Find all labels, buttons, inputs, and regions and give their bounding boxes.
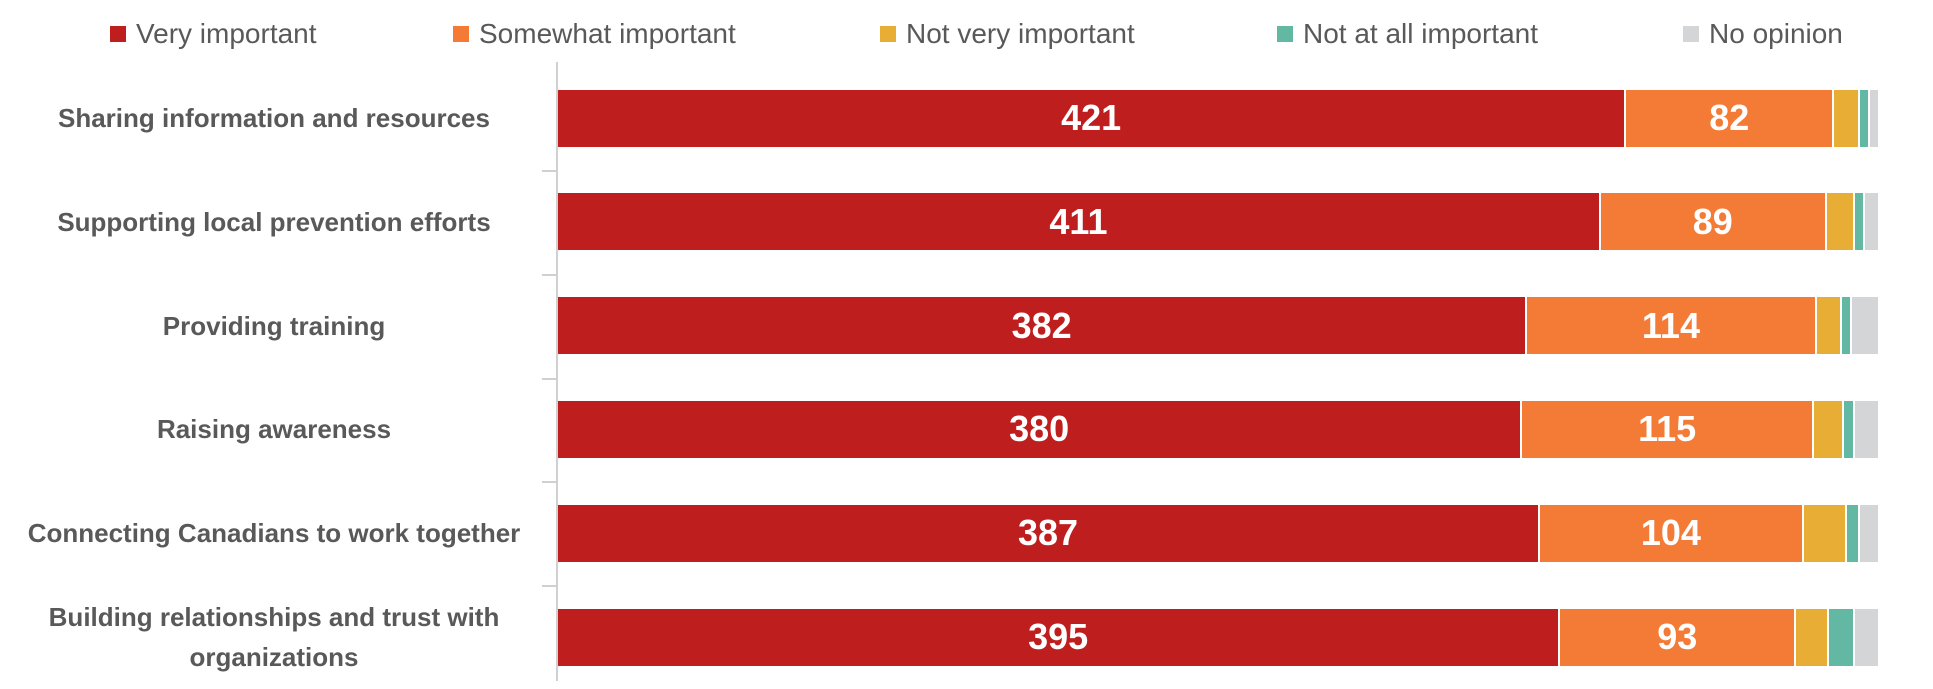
legend-item: No opinion (1683, 16, 1843, 52)
category-text: Building relationships and trust with or… (48, 601, 500, 672)
bar-segment: 114 (1527, 297, 1817, 355)
bar-segment (1844, 400, 1855, 458)
data-label: 387 (1017, 512, 1079, 554)
data-label: 114 (1641, 304, 1700, 346)
category-label: Providing training (0, 274, 524, 378)
bar-segment (1859, 89, 1870, 147)
data-label: 380 (1009, 408, 1070, 450)
legend-swatch (1277, 26, 1293, 42)
bar-segment (1814, 400, 1845, 458)
legend-label: Somewhat important (479, 18, 736, 49)
data-label: 89 (1692, 200, 1733, 242)
category-label: Sharing information and resources (0, 66, 524, 170)
legend-label: No opinion (1709, 18, 1843, 49)
bar-segment (1852, 297, 1880, 355)
data-label: 421 (1061, 97, 1122, 138)
bar-segment: 395 (558, 608, 1561, 666)
axis-tick (542, 585, 557, 588)
bar-segment (1826, 193, 1855, 251)
bar-segment (1869, 89, 1880, 147)
bar-segment (1847, 504, 1860, 562)
category-text: Raising awareness (156, 414, 392, 445)
bar-segment (1854, 608, 1880, 666)
bar-segment: 93 (1560, 608, 1797, 666)
legend-item: Somewhat important (453, 16, 736, 52)
category-text: Connecting Canadians to work together (27, 518, 521, 549)
bar-segment: 421 (558, 89, 1627, 147)
data-label: 82 (1709, 97, 1750, 138)
bar-segment: 387 (558, 504, 1540, 562)
bar-segment: 82 (1626, 89, 1835, 147)
bar-segment (1803, 504, 1847, 562)
legend-swatch (880, 26, 896, 42)
data-label: 115 (1638, 408, 1697, 450)
bar-segment: 89 (1600, 193, 1827, 251)
bar-segment (1854, 400, 1880, 458)
bar-segment (1841, 297, 1853, 355)
axis-tick (542, 273, 557, 276)
data-label: 411 (1049, 200, 1108, 242)
bar-segment: 380 (558, 400, 1523, 458)
bar-segment (1859, 504, 1880, 562)
category-label: Building relationships and trust with or… (0, 585, 524, 689)
axis-tick (542, 481, 557, 484)
legend-item: Very important (110, 16, 317, 52)
category-axis (556, 62, 558, 681)
bar-segment (1864, 193, 1880, 251)
category-label: Raising awareness (0, 378, 524, 482)
legend-label: Very important (136, 18, 317, 49)
legend-swatch (110, 26, 126, 42)
category-text: Supporting local prevention efforts (57, 206, 491, 237)
bar-segment: 411 (558, 193, 1601, 251)
bar-segment: 115 (1522, 400, 1815, 458)
bar-segment (1796, 608, 1830, 666)
category-label: Connecting Canadians to work together (0, 481, 524, 585)
axis-tick (542, 169, 557, 172)
legend-item: Not very important (880, 16, 1135, 52)
category-text: Sharing information and resources (58, 102, 490, 133)
bar-segment: 104 (1539, 504, 1804, 562)
data-label: 382 (1011, 304, 1072, 346)
axis-tick (542, 377, 557, 380)
data-label: 395 (1028, 616, 1089, 657)
legend-label: Not at all important (1303, 18, 1538, 49)
category-label: Supporting local prevention efforts (0, 170, 524, 274)
bar-segment (1854, 193, 1865, 251)
bar-segment (1829, 608, 1855, 666)
bar-segment: 382 (558, 297, 1528, 355)
legend-swatch (1683, 26, 1699, 42)
legend-label: Not very important (906, 18, 1135, 49)
legend-swatch (453, 26, 469, 42)
legend-item: Not at all important (1277, 16, 1538, 52)
data-label: 104 (1640, 512, 1701, 554)
bar-segment (1816, 297, 1842, 355)
category-text: Providing training (162, 310, 386, 341)
data-label: 93 (1657, 616, 1698, 657)
bar-segment (1834, 89, 1860, 147)
